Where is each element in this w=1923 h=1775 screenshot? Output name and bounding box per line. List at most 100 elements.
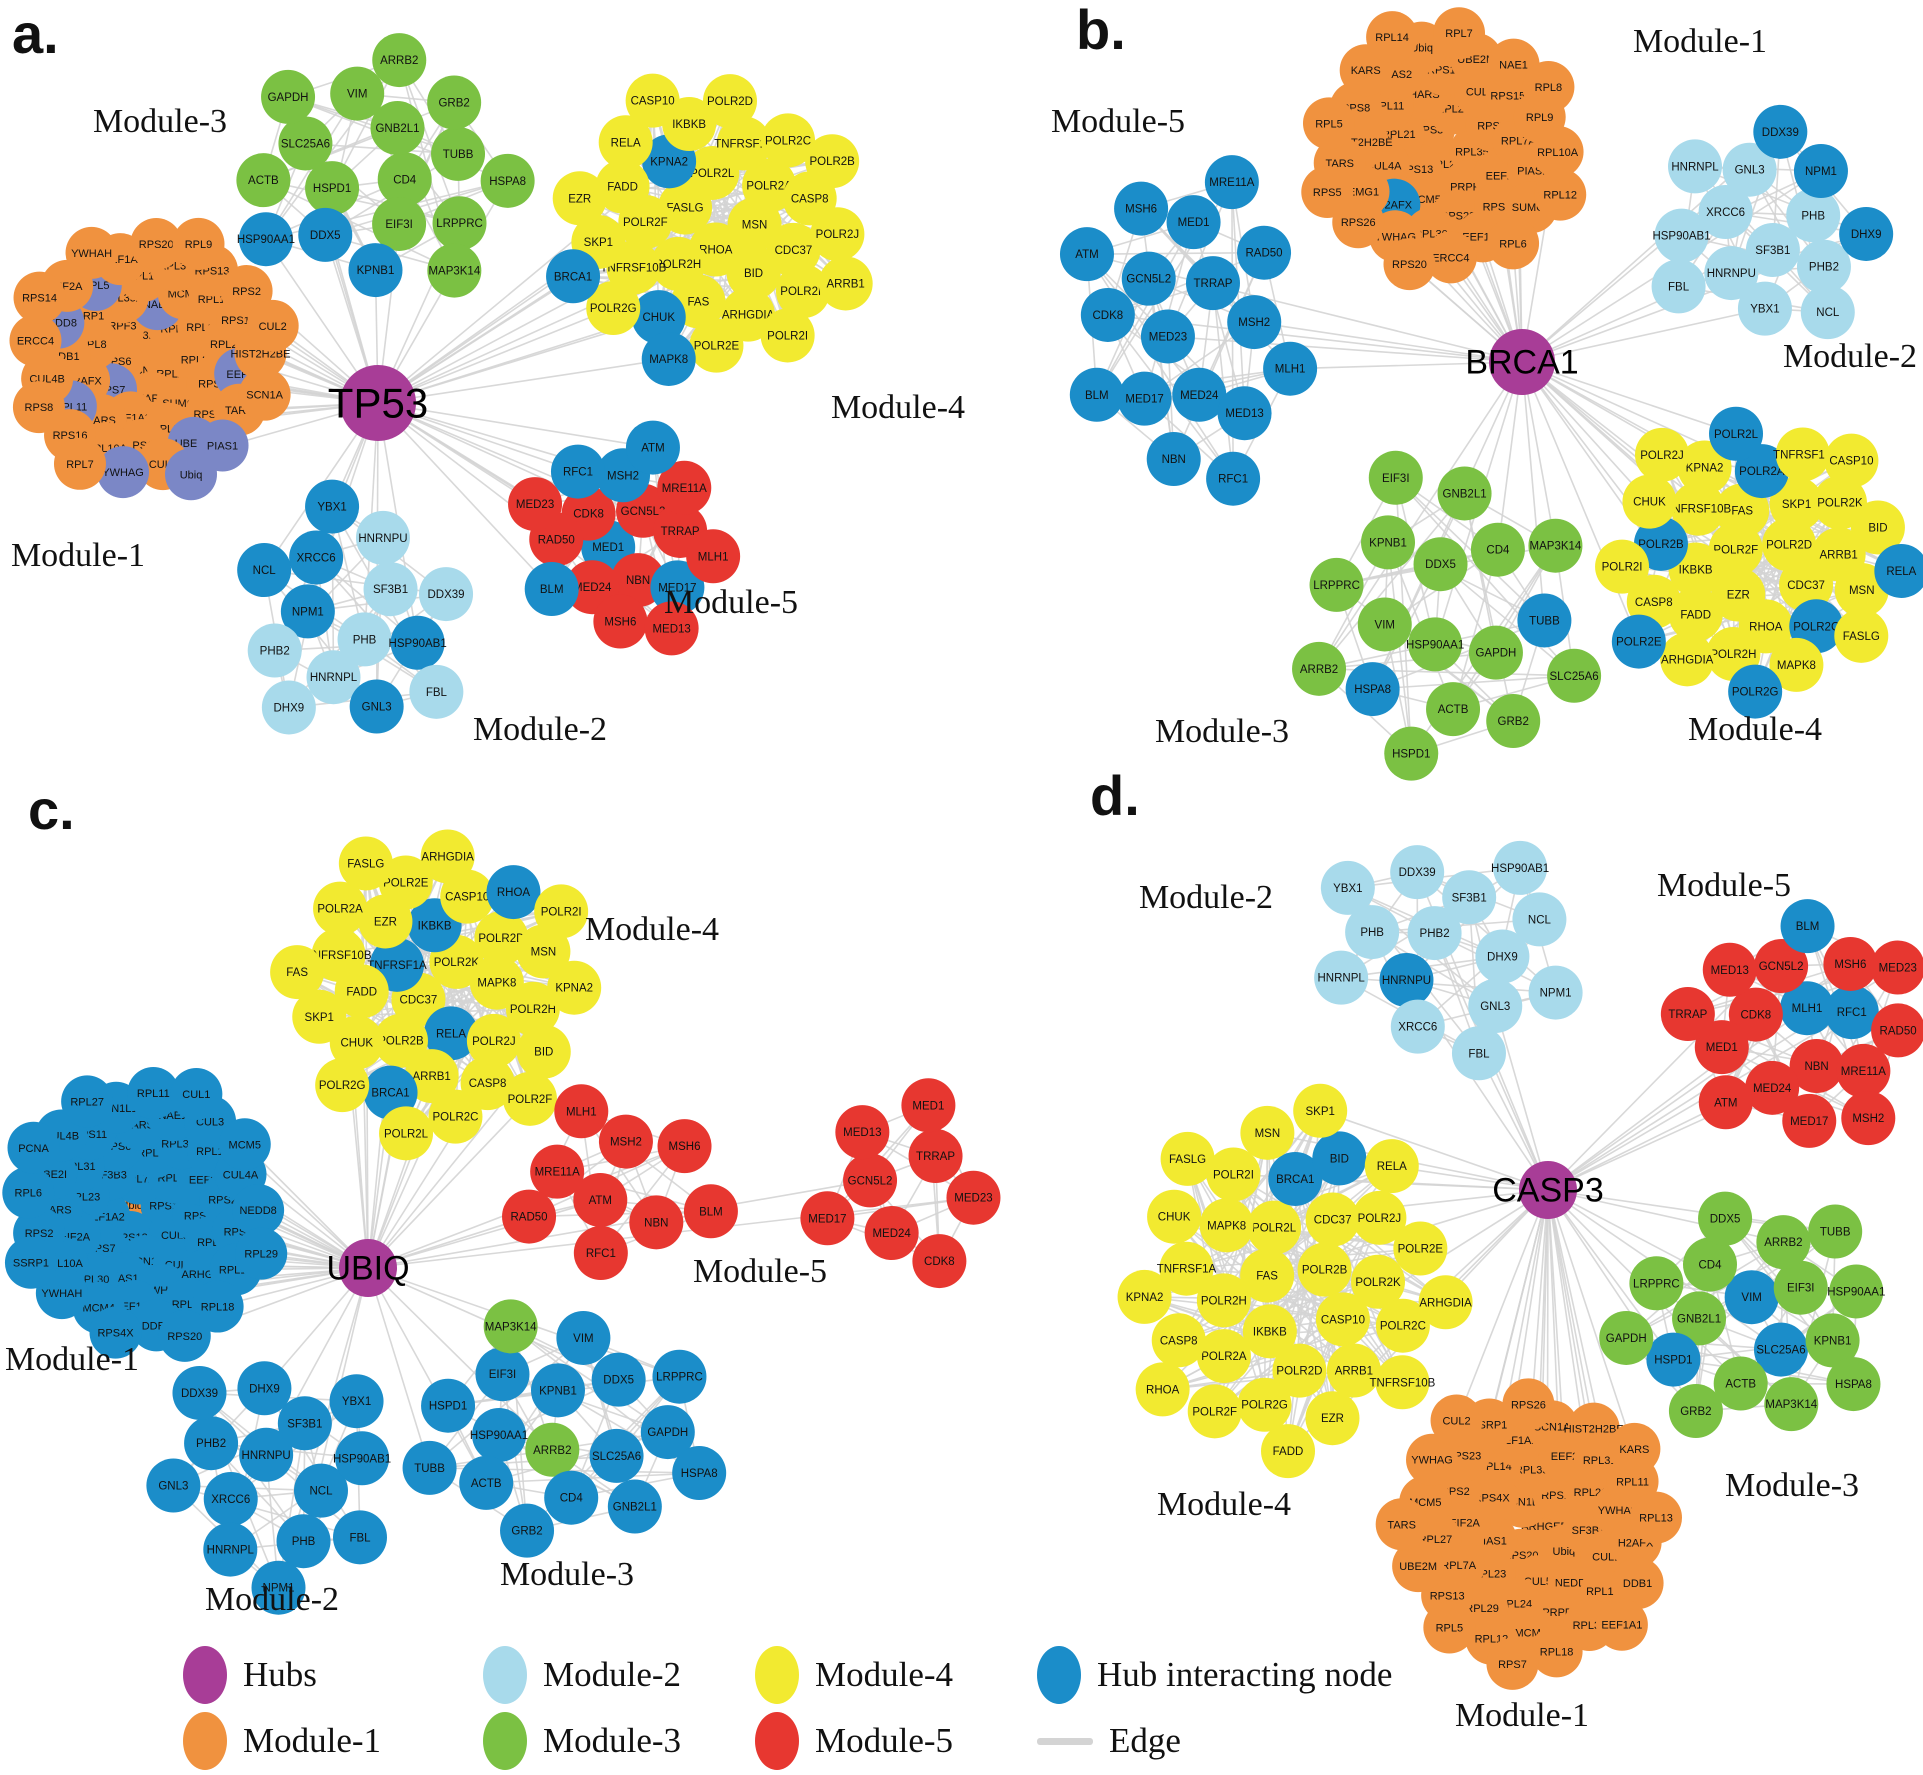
node-ACTB[interactable]: ACTB xyxy=(459,1455,514,1510)
node-NBN[interactable]: NBN xyxy=(1146,432,1201,487)
node-KPNA2[interactable]: KPNA2 xyxy=(547,960,602,1015)
node-FAS[interactable]: FAS xyxy=(1240,1248,1295,1303)
node-SLC25A6[interactable]: SLC25A6 xyxy=(1547,648,1602,703)
node-CASP8[interactable]: CASP8 xyxy=(1151,1313,1206,1368)
node-RFC1[interactable]: RFC1 xyxy=(1206,451,1261,506)
node-SF3B1[interactable]: SF3B1 xyxy=(277,1396,332,1451)
node-POLR2K[interactable]: POLR2K xyxy=(1351,1254,1406,1309)
node-POLR2G[interactable]: POLR2G xyxy=(1237,1377,1292,1432)
node-YWHAG[interactable]: YWHAG xyxy=(1406,1433,1459,1486)
node-LRPPRC[interactable]: LRPPRC xyxy=(1629,1256,1684,1311)
node-BRCA1[interactable]: BRCA1 xyxy=(546,249,601,304)
node-RAD50[interactable]: RAD50 xyxy=(1237,225,1292,280)
node-SF3B1[interactable]: SF3B1 xyxy=(1745,223,1800,278)
node-HSP90AB1[interactable]: HSP90AB1 xyxy=(389,615,447,670)
node-FADD[interactable]: FADD xyxy=(595,159,650,214)
node-TNFRSF10B[interactable]: TNFRSF10B xyxy=(1369,1355,1436,1410)
node-BLM[interactable]: BLM xyxy=(524,562,579,617)
node-POLR2J[interactable]: POLR2J xyxy=(810,207,865,262)
node-GAPDH[interactable]: GAPDH xyxy=(640,1405,695,1460)
node-VIM[interactable]: VIM xyxy=(330,66,385,121)
node-RFC1[interactable]: RFC1 xyxy=(1824,985,1879,1040)
node-MED23[interactable]: MED23 xyxy=(508,477,563,532)
node-CUL2[interactable]: CUL2 xyxy=(1430,1394,1483,1447)
node-DDX39[interactable]: DDX39 xyxy=(1753,104,1808,159)
node-EIF3I[interactable]: EIF3I xyxy=(475,1347,530,1402)
node-SF3B1[interactable]: SF3B1 xyxy=(363,562,418,617)
node-NCL[interactable]: NCL xyxy=(1800,285,1855,340)
node-PHB[interactable]: PHB xyxy=(1786,188,1841,243)
node-RPS20[interactable]: RPS20 xyxy=(158,1309,211,1362)
node-POLR2L[interactable]: POLR2L xyxy=(379,1106,434,1161)
node-RPS5[interactable]: RPS5 xyxy=(1301,165,1354,218)
node-NPM1[interactable]: NPM1 xyxy=(280,584,335,639)
node-MCM5[interactable]: MCM5 xyxy=(218,1118,271,1171)
node-PHB[interactable]: PHB xyxy=(1345,905,1400,960)
node-CDK8[interactable]: CDK8 xyxy=(1728,987,1783,1042)
node-PHB[interactable]: PHB xyxy=(276,1514,331,1569)
node-ARRB1[interactable]: ARRB1 xyxy=(404,1049,459,1104)
node-POLR2G[interactable]: POLR2G xyxy=(1728,664,1783,719)
node-MSH2[interactable]: MSH2 xyxy=(1227,295,1282,350)
node-RPS14[interactable]: RPS14 xyxy=(13,271,66,324)
node-POLR2I[interactable]: POLR2I xyxy=(1595,539,1650,594)
node-PCNA[interactable]: PCNA xyxy=(7,1121,60,1174)
node-PHB2[interactable]: PHB2 xyxy=(184,1416,239,1471)
node-DDX39[interactable]: DDX39 xyxy=(172,1365,227,1420)
node-RPS4X[interactable]: RPS4X xyxy=(89,1306,142,1359)
node-NCL[interactable]: NCL xyxy=(237,543,292,598)
node-MED1[interactable]: MED1 xyxy=(1166,195,1221,250)
node-POLR2F[interactable]: POLR2F xyxy=(502,1071,557,1126)
node-MAPK8[interactable]: MAPK8 xyxy=(1199,1198,1254,1253)
node-GCN5L2[interactable]: GCN5L2 xyxy=(1121,251,1176,306)
node-RPL8[interactable]: RPL8 xyxy=(1522,61,1575,114)
node-MED17[interactable]: MED17 xyxy=(1782,1093,1837,1148)
node-TNFRSF1A[interactable]: TNFRSF1A xyxy=(1157,1241,1217,1296)
node-NPM1[interactable]: NPM1 xyxy=(1793,143,1848,198)
node-SSRP1[interactable]: SSRP1 xyxy=(4,1236,57,1289)
node-MED17[interactable]: MED17 xyxy=(650,560,705,615)
node-ATM[interactable]: ATM xyxy=(625,420,680,475)
node-RPL9[interactable]: RPL9 xyxy=(172,217,225,270)
node-POLR2A[interactable]: POLR2A xyxy=(313,881,368,936)
node-DDB1[interactable]: DDB1 xyxy=(1611,1557,1664,1610)
node-SKP1[interactable]: SKP1 xyxy=(1293,1083,1348,1138)
node-HSP90AB1[interactable]: HSP90AB1 xyxy=(333,1431,391,1486)
node-CDC37[interactable]: CDC37 xyxy=(1305,1192,1360,1247)
node-GCN5L2[interactable]: GCN5L2 xyxy=(843,1153,898,1208)
node-TNFRSF1A[interactable]: TNFRSF1A xyxy=(714,116,774,171)
node-IKBKB[interactable]: IKBKB xyxy=(1242,1304,1297,1359)
node-BID[interactable]: BID xyxy=(1850,500,1905,555)
node-FASLG[interactable]: FASLG xyxy=(1834,608,1889,663)
node-POLR2A[interactable]: POLR2A xyxy=(1196,1329,1251,1384)
hub-CASP3[interactable]: CASP3 xyxy=(1492,1161,1604,1219)
node-HSPA8[interactable]: HSPA8 xyxy=(480,153,535,208)
node-TRRAP[interactable]: TRRAP xyxy=(1185,256,1240,311)
node-FBL[interactable]: FBL xyxy=(1651,259,1706,314)
node-EIF3I[interactable]: EIF3I xyxy=(372,196,427,251)
node-FASLG[interactable]: FASLG xyxy=(338,836,393,891)
node-ARHGDIA[interactable]: ARHGDIA xyxy=(1418,1275,1473,1330)
node-KPNB1[interactable]: KPNB1 xyxy=(1361,515,1416,570)
node-CD4[interactable]: CD4 xyxy=(544,1470,599,1525)
node-RPS20[interactable]: RPS20 xyxy=(1383,238,1436,291)
node-POLR2D[interactable]: POLR2D xyxy=(1272,1343,1327,1398)
node-RPL27[interactable]: RPL27 xyxy=(61,1075,114,1128)
node-FBL[interactable]: FBL xyxy=(332,1510,387,1565)
node-HNRNPU[interactable]: HNRNPU xyxy=(1704,246,1759,301)
node-ARRB2[interactable]: ARRB2 xyxy=(372,33,427,88)
node-RHOA[interactable]: RHOA xyxy=(1135,1362,1190,1417)
node-TRRAP[interactable]: TRRAP xyxy=(908,1129,963,1184)
node-RPL7[interactable]: RPL7 xyxy=(1433,7,1486,60)
node-HNRNPU[interactable]: HNRNPU xyxy=(239,1427,294,1482)
node-YBX1[interactable]: YBX1 xyxy=(329,1374,384,1429)
node-HNRNPL[interactable]: HNRNPL xyxy=(306,650,361,705)
node-VIM[interactable]: VIM xyxy=(1724,1270,1779,1325)
node-BID[interactable]: BID xyxy=(1312,1131,1367,1186)
node-RPL14[interactable]: RPL14 xyxy=(1366,11,1419,64)
node-MED23[interactable]: MED23 xyxy=(1870,940,1923,995)
node-RPL5[interactable]: RPL5 xyxy=(1302,97,1355,150)
node-RAD50[interactable]: RAD50 xyxy=(502,1189,557,1244)
node-TUBB[interactable]: TUBB xyxy=(431,126,486,181)
node-HSPA8[interactable]: HSPA8 xyxy=(1345,662,1400,717)
